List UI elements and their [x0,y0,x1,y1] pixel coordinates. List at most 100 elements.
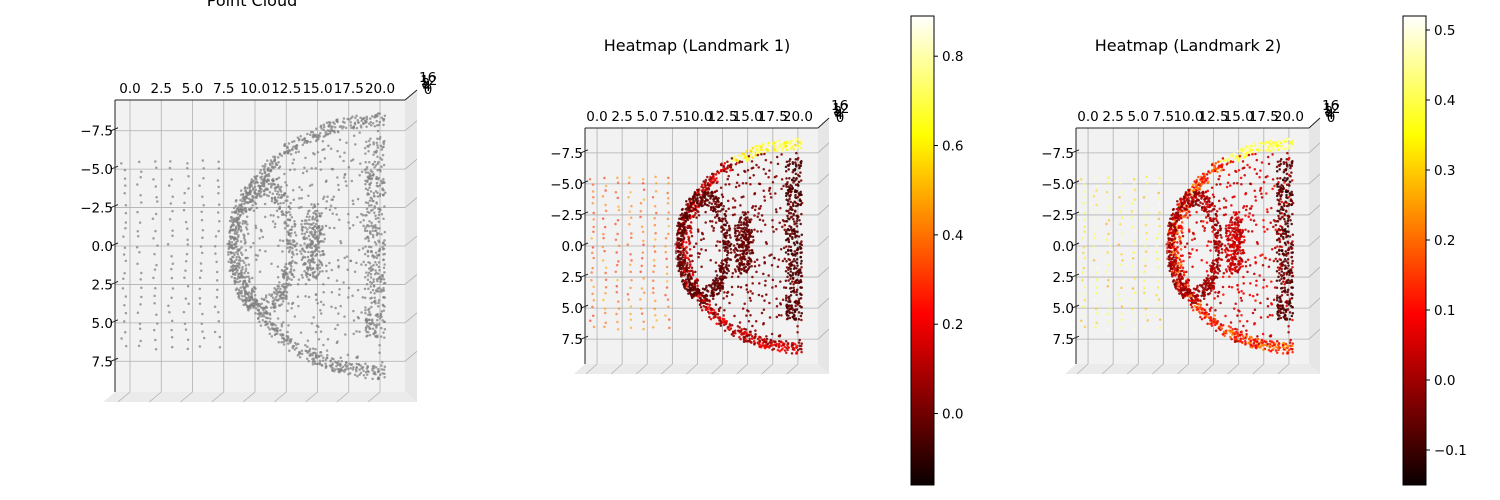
data-point [202,167,205,170]
data-point [355,126,359,130]
data-point [763,195,766,198]
data-point [306,269,310,272]
data-point [312,211,315,215]
data-point [293,219,296,223]
data-point [749,330,752,334]
data-point [352,309,355,313]
data-point [1156,272,1160,276]
data-point [604,209,608,213]
data-point [793,190,797,193]
data-point [303,166,306,170]
data-point [352,125,356,129]
data-point [703,200,706,203]
data-point [1093,298,1096,302]
data-point [294,223,297,226]
data-point [739,272,743,275]
colorbar-tick-label: 0.6 [942,139,963,155]
data-point [156,200,159,203]
grid-line-side [1308,204,1321,216]
data-point [680,263,684,266]
data-point [615,291,619,294]
data-point [268,328,271,331]
data-point [332,121,335,124]
data-point [1143,291,1146,294]
data-point [288,168,292,172]
data-point [747,236,751,239]
data-point [604,266,608,270]
data-point [321,197,325,200]
data-point [314,230,318,234]
data-point [231,220,234,223]
x-tick-label: 2.5 [151,81,172,97]
data-point [653,307,657,311]
data-point [1241,337,1245,341]
y-tick-label: −5.0 [550,177,583,193]
data-point [317,241,321,244]
data-point [367,149,370,153]
data-point [258,192,262,196]
data-point [800,305,803,309]
x-tick-label: 10.0 [682,109,712,125]
y-tick-label: 0.0 [92,239,113,255]
data-point [290,337,293,341]
data-point [297,304,300,308]
data-point [331,198,334,201]
data-point [292,240,295,244]
data-point [311,351,315,355]
data-point [269,214,273,217]
data-point [363,252,367,256]
data-point [795,288,799,292]
y-tick-label: 5.0 [562,301,583,317]
data-point [244,206,247,210]
data-point [756,215,759,218]
data-point [200,322,204,326]
data-point [701,186,705,189]
data-point [703,183,707,186]
data-point [368,122,371,126]
data-point [1120,270,1123,274]
data-point [751,235,755,238]
data-point [367,139,371,143]
data-point [296,295,300,298]
data-point [372,153,375,156]
data-point [1130,307,1134,311]
data-point [198,184,201,187]
data-point [238,290,241,293]
data-point [591,190,595,193]
data-point [138,327,142,331]
data-point [707,183,710,187]
data-point [264,296,268,299]
data-point [296,136,300,139]
data-point [321,148,324,152]
data-point [1144,299,1148,303]
data-point [1142,326,1146,329]
data-point [288,248,292,252]
data-point [237,281,240,284]
data-point [1107,176,1110,179]
data-point [688,264,692,268]
data-point [722,269,726,272]
data-point [254,202,258,206]
data-point [794,273,798,276]
data-point [1157,217,1161,221]
grid-line-side [817,204,830,216]
data-point [714,221,718,224]
data-point [748,220,751,223]
data-point [136,235,140,238]
data-point [788,307,791,310]
data-point [383,328,387,331]
data-point [1132,251,1136,254]
data-point [729,247,733,251]
data-point [366,201,370,205]
data-point [306,140,310,143]
data-point [216,288,219,292]
data-point [249,245,253,249]
data-point [783,257,787,261]
data-point [305,275,309,279]
data-point [763,299,766,302]
data-point [301,171,305,175]
data-point [304,156,307,160]
data-point [750,248,753,252]
data-point [690,266,694,270]
data-point [276,202,280,206]
